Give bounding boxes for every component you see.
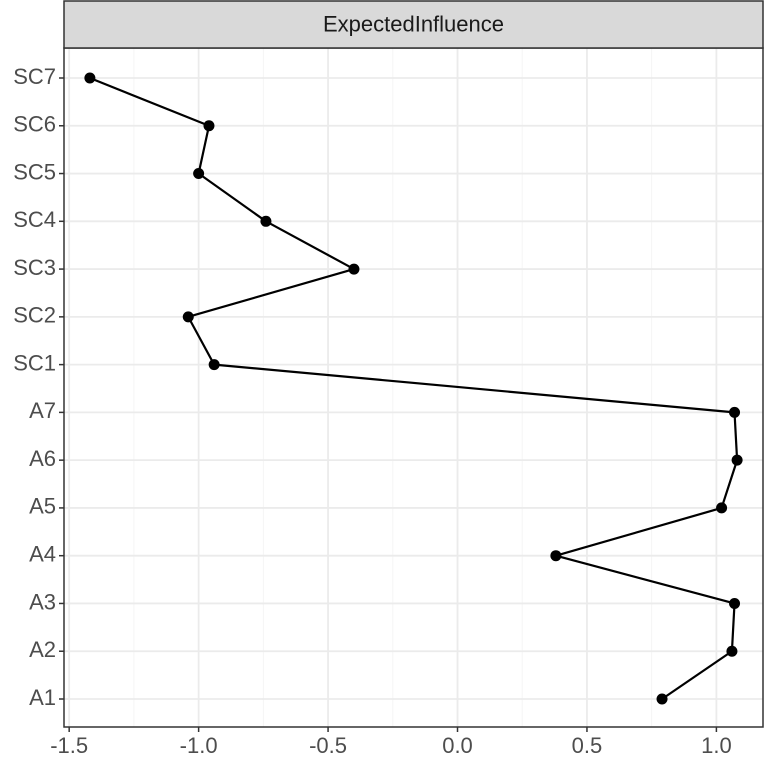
data-point-a6 <box>731 454 743 466</box>
y-tick-label: A6 <box>29 446 56 471</box>
data-point-sc2 <box>182 311 194 323</box>
y-tick-label: SC1 <box>13 350 56 375</box>
series-line <box>89 76 739 700</box>
data-point-sc7 <box>84 72 96 84</box>
data-point-sc4 <box>260 215 272 227</box>
y-tick-label: SC5 <box>13 159 56 184</box>
y-tick-label: A7 <box>29 398 56 423</box>
minor-grid <box>133 48 653 727</box>
data-point-a3 <box>729 597 741 609</box>
y-tick-label: SC4 <box>13 207 56 232</box>
data-point-a7 <box>729 406 741 418</box>
y-tick-label: SC6 <box>13 112 56 137</box>
x-tick-label: 1.0 <box>701 733 732 758</box>
y-tick-label: A5 <box>29 494 56 519</box>
panel-border <box>63 47 764 728</box>
y-tick-label: SC3 <box>13 255 56 280</box>
data-point-a4 <box>550 550 562 562</box>
data-point-a5 <box>716 502 728 514</box>
y-tick-label: A3 <box>29 589 56 614</box>
data-point-sc5 <box>193 168 205 180</box>
facet-title: ExpectedInfluence <box>323 11 504 36</box>
y-tick-label: SC2 <box>13 303 56 328</box>
x-tick-label: -1.5 <box>50 733 88 758</box>
x-tick-label: -1.0 <box>180 733 218 758</box>
x-axis: -1.5 -1.0 -0.5 0.0 0.5 1.0 <box>50 727 732 758</box>
y-tick-label: A4 <box>29 542 56 567</box>
series-points <box>84 72 743 705</box>
data-point-sc3 <box>348 263 360 275</box>
data-point-a2 <box>726 645 738 657</box>
facet-strip <box>63 0 764 49</box>
y-tick-label: SC7 <box>13 64 56 89</box>
major-grid <box>64 48 763 727</box>
x-tick-label: 0.0 <box>442 733 473 758</box>
y-tick-label: A2 <box>29 637 56 662</box>
data-point-sc6 <box>203 120 215 132</box>
x-tick-label: 0.5 <box>572 733 603 758</box>
y-axis: A1 A2 A3 A4 A5 A6 A7 SC1 SC2 SC3 SC4 SC5 SC6 SC7 <box>13 64 64 710</box>
x-tick-label: -0.5 <box>309 733 347 758</box>
data-point-a1 <box>656 693 668 705</box>
data-point-sc1 <box>208 359 220 371</box>
y-tick-label: A1 <box>29 685 56 710</box>
